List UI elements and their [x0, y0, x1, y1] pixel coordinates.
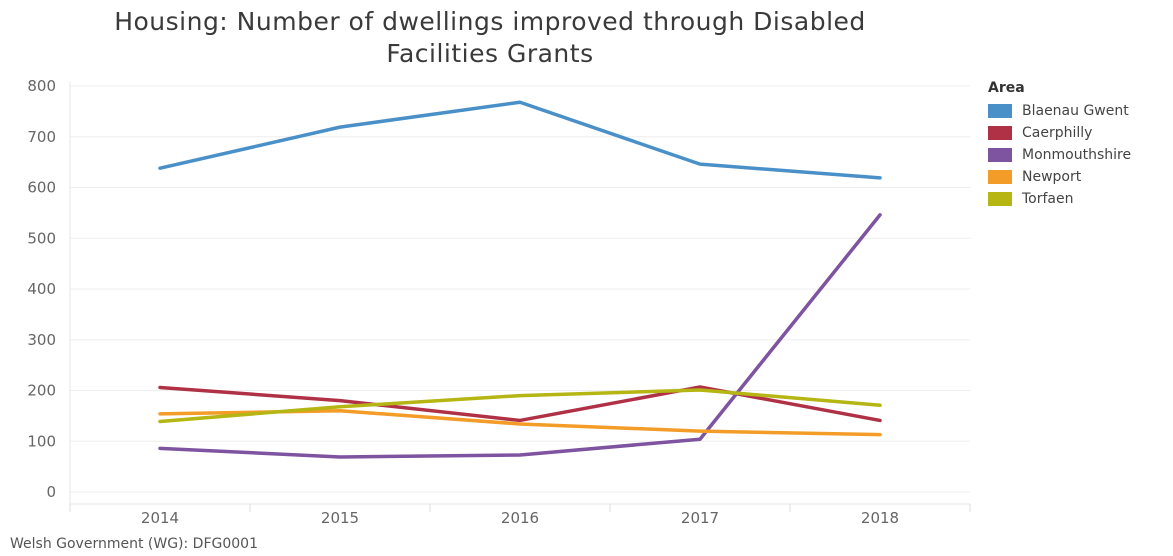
- legend-label: Torfaen: [1022, 191, 1074, 207]
- series-line-monmouthshire: [158, 213, 882, 459]
- series-line-caerphilly: [158, 385, 882, 423]
- legend-swatch: [988, 126, 1012, 140]
- chart-title-line-2: Facilities Grants: [386, 39, 594, 68]
- y-axis-ticks: 0 100 200 300 400 500 600 700 800: [27, 77, 56, 501]
- legend-item-caerphilly: Caerphilly: [988, 122, 1131, 144]
- x-tick-label: 2017: [681, 509, 719, 527]
- gridlines: [69, 82, 971, 512]
- legend-item-torfaen: Torfaen: [988, 188, 1131, 210]
- legend-item-blaenau-gwent: Blaenau Gwent: [988, 100, 1131, 122]
- x-tick-label: 2015: [321, 509, 359, 527]
- legend: Area Blaenau Gwent Caerphilly Monmouthshir…: [988, 80, 1131, 210]
- y-tick-label: 100: [27, 432, 56, 450]
- legend-label: Blaenau Gwent: [1022, 103, 1129, 119]
- x-tick-label: 2014: [141, 509, 179, 527]
- y-tick-label: 700: [27, 128, 56, 146]
- series-line-blaenau-gwent: [158, 100, 882, 180]
- chart-title: Housing: Number of dwellings improved th…: [40, 6, 940, 70]
- y-tick-label: 200: [27, 382, 56, 400]
- source-note: Welsh Government (WG): DFG0001: [10, 536, 258, 552]
- series-line-torfaen: [158, 388, 882, 424]
- y-tick-label: 600: [27, 179, 56, 197]
- x-axis-ticks: 2014 2015 2016 2017 2018: [141, 509, 899, 527]
- legend-swatch: [988, 148, 1012, 162]
- legend-title: Area: [988, 80, 1025, 96]
- legend-swatch: [988, 170, 1012, 184]
- chart-title-line-1: Housing: Number of dwellings improved th…: [114, 7, 866, 36]
- legend-swatch: [988, 104, 1012, 118]
- y-tick-label: 300: [27, 331, 56, 349]
- legend-item-newport: Newport: [988, 166, 1131, 188]
- series-lines: [158, 100, 882, 459]
- legend-label: Monmouthshire: [1022, 147, 1132, 163]
- legend-item-monmouthshire: Monmouthshire: [988, 144, 1131, 166]
- legend-items: Blaenau Gwent Caerphilly Monmouthshire Newp…: [988, 100, 1131, 210]
- y-tick-label: 500: [27, 229, 56, 247]
- legend-label: Caerphilly: [1022, 125, 1093, 141]
- legend-label: Newport: [1022, 169, 1082, 185]
- legend-swatch: [988, 192, 1012, 206]
- y-tick-label: 400: [27, 280, 56, 298]
- x-tick-label: 2018: [861, 509, 899, 527]
- x-tick-label: 2016: [501, 509, 539, 527]
- y-tick-label: 800: [27, 77, 56, 95]
- y-tick-label: 0: [46, 483, 56, 501]
